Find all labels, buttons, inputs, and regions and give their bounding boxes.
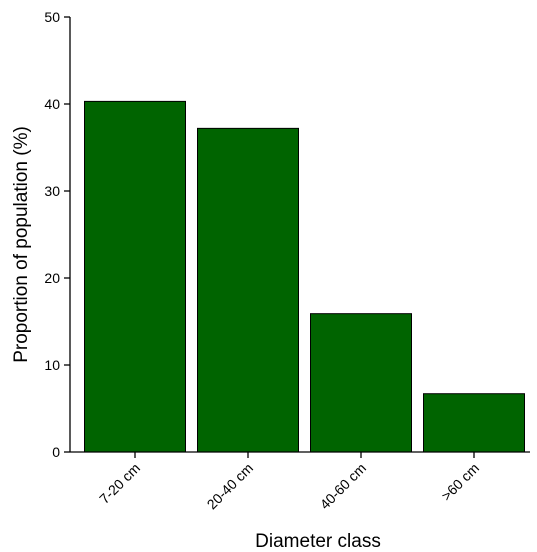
x-axis: 7-20 cm 20-40 cm 40-60 cm >60 cm — [70, 451, 530, 513]
bar-0 — [84, 100, 186, 453]
bar-1 — [197, 127, 299, 453]
y-axis-title: Proportion of population (%) — [11, 126, 32, 363]
x-axis-title: Diameter class — [255, 531, 381, 552]
y-tick-label: 40 — [44, 96, 60, 112]
bars-group — [84, 100, 525, 453]
y-axis: 0 10 20 30 40 50 — [44, 9, 71, 460]
y-tick-label: 20 — [44, 270, 60, 286]
bar-3 — [423, 393, 525, 453]
y-tick-label: 30 — [44, 183, 60, 199]
bar-2 — [310, 313, 412, 453]
x-tick-label: 20-40 cm — [204, 460, 257, 513]
y-tick-label: 10 — [44, 357, 60, 373]
y-tick-label: 50 — [44, 9, 60, 25]
y-tick-label: 0 — [52, 444, 60, 460]
x-tick-label: 40-60 cm — [317, 460, 370, 513]
x-tick-label: >60 cm — [438, 460, 482, 504]
x-tick-label: 7-20 cm — [96, 460, 143, 507]
